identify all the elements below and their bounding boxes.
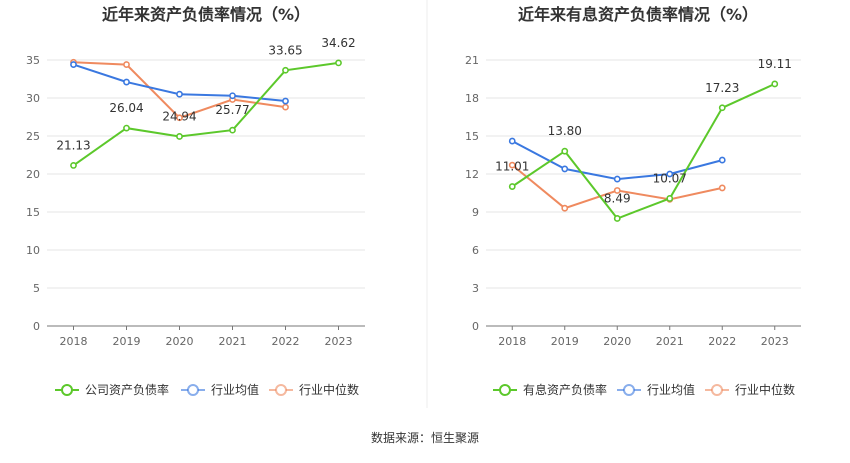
data-point xyxy=(508,137,516,145)
y-tick-label: 10 xyxy=(26,244,40,257)
data-label: 8.49 xyxy=(604,191,631,205)
data-point xyxy=(508,183,516,190)
data-point xyxy=(561,165,569,173)
data-label: 26.04 xyxy=(109,101,143,115)
y-tick-label: 15 xyxy=(26,206,40,219)
y-tick-label: 0 xyxy=(33,320,40,333)
legend-item-1[interactable]: 有息资产负债率 xyxy=(493,382,607,397)
chart-title: 近年来资产负债率情况（%） xyxy=(102,5,310,24)
data-label: 13.80 xyxy=(548,124,582,138)
data-point xyxy=(718,184,726,192)
data-point xyxy=(335,59,342,67)
y-tick-label: 0 xyxy=(472,320,479,333)
x-tick-label: 2021 xyxy=(656,335,684,348)
data-point xyxy=(718,104,726,112)
data-point xyxy=(176,90,183,98)
x-tick-label: 2019 xyxy=(113,335,141,348)
x-tick-label: 2018 xyxy=(498,335,526,348)
y-tick-label: 3 xyxy=(472,282,479,295)
legend-label: 行业均值 xyxy=(211,382,259,397)
data-point xyxy=(123,124,130,132)
legend-label: 行业中位数 xyxy=(735,382,795,397)
x-tick-label: 2021 xyxy=(219,335,247,348)
data-point xyxy=(70,61,77,68)
data-point xyxy=(561,147,569,155)
data-source-note: 数据来源：恒生聚源 xyxy=(370,431,479,445)
y-tick-label: 15 xyxy=(465,130,479,143)
legend-item-3[interactable]: 行业中位数 xyxy=(705,382,795,397)
data-label: 25.77 xyxy=(215,103,249,117)
legend-marker xyxy=(187,384,199,396)
data-point xyxy=(771,80,779,88)
y-tick-label: 20 xyxy=(26,168,40,181)
data-point xyxy=(70,162,77,169)
data-point xyxy=(123,78,130,86)
y-tick-label: 21 xyxy=(465,54,479,67)
chart-panel-2: 近年来有息资产负债率情况（%） 0 3 6 9 12 15 18 21 2018 2019 2020 2… xyxy=(465,5,801,397)
legend-label: 公司资产负债率 xyxy=(85,382,169,397)
data-point xyxy=(229,92,236,100)
legend-marker xyxy=(623,384,635,396)
data-point xyxy=(666,195,674,202)
x-tick-label: 2020 xyxy=(603,335,631,348)
y-tick-label: 9 xyxy=(472,206,479,219)
data-point xyxy=(282,103,289,111)
legend-marker xyxy=(275,384,287,396)
legend-label: 有息资产负债率 xyxy=(523,382,607,397)
legend-marker xyxy=(711,384,723,396)
x-tick-label: 2022 xyxy=(708,335,736,348)
data-point xyxy=(123,61,130,68)
legend-marker xyxy=(61,384,73,396)
series-line-2 xyxy=(511,140,723,181)
data-point xyxy=(508,161,516,169)
x-tick-label: 2022 xyxy=(272,335,300,348)
y-tick-label: 18 xyxy=(465,92,479,105)
legend-label: 行业中位数 xyxy=(299,382,359,397)
legend-item-1[interactable]: 公司资产负债率 xyxy=(55,382,169,397)
y-tick-label: 30 xyxy=(26,92,40,105)
legend-marker xyxy=(499,384,511,396)
x-tick-label: 2018 xyxy=(60,335,88,348)
x-tick-label: 2020 xyxy=(166,335,194,348)
data-point xyxy=(176,114,183,122)
x-tick-label: 2019 xyxy=(551,335,579,348)
chart-title: 近年来有息资产负债率情况（%） xyxy=(518,5,758,24)
data-label: 11.01 xyxy=(495,160,529,174)
data-point xyxy=(176,133,183,140)
series-line-1 xyxy=(511,82,776,220)
data-point xyxy=(666,170,674,178)
y-tick-label: 6 xyxy=(472,244,479,257)
data-point xyxy=(613,175,621,183)
data-label: 34.62 xyxy=(321,36,355,50)
data-point xyxy=(561,204,569,212)
y-tick-label: 25 xyxy=(26,130,40,143)
y-tick-label: 12 xyxy=(465,168,479,181)
data-label: 10.07 xyxy=(653,171,687,185)
series-line-1 xyxy=(72,61,339,167)
data-point xyxy=(282,97,289,105)
data-label: 17.23 xyxy=(705,81,739,95)
legend-label: 行业均值 xyxy=(647,382,695,397)
x-tick-label: 2023 xyxy=(325,335,353,348)
data-point xyxy=(282,66,289,74)
data-label: 19.11 xyxy=(758,57,792,71)
data-point xyxy=(613,215,621,222)
x-tick-label: 2023 xyxy=(761,335,789,348)
data-point xyxy=(229,126,236,134)
chart-panel-1: 近年来资产负债率情况（%） 0 5 10 15 20 25 30 35 2018 2019 2020 2… xyxy=(26,5,365,397)
data-label: 33.65 xyxy=(268,43,302,57)
legend-item-2[interactable]: 行业均值 xyxy=(181,382,259,397)
legend-item-3[interactable]: 行业中位数 xyxy=(269,382,359,397)
data-point xyxy=(718,156,726,164)
data-label: 21.13 xyxy=(56,138,90,152)
data-point xyxy=(613,187,621,194)
legend-item-2[interactable]: 行业均值 xyxy=(617,382,695,397)
data-label: 24.94 xyxy=(162,109,196,123)
y-tick-label: 35 xyxy=(26,54,40,67)
y-tick-label: 5 xyxy=(33,282,40,295)
